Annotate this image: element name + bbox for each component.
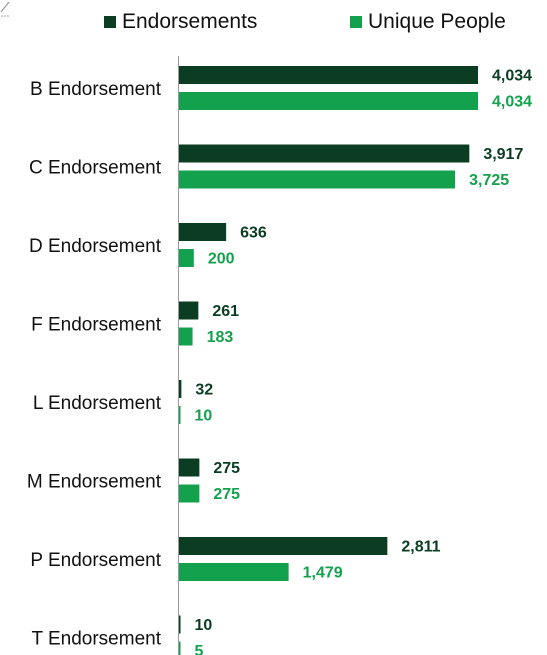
legend-swatch-unique-people <box>350 16 362 28</box>
category-label-b-endorsement: B Endorsement <box>30 79 162 100</box>
value-label-unique-people-p-endorsement: 1,479 <box>303 565 343 582</box>
corner-logo-icon <box>0 1 10 17</box>
bar-unique-people-m-endorsement <box>179 484 200 503</box>
value-label-endorsements-m-endorsement: 275 <box>213 460 240 477</box>
category-labels: B Endorsement C Endorsement D Endorsement F… <box>27 79 162 650</box>
legend-item-endorsements: Endorsements <box>104 9 257 35</box>
category-label-t-endorsement: T Endorsement <box>31 629 161 650</box>
category-label-c-endorsement: C Endorsement <box>29 158 162 179</box>
bar-endorsements-d-endorsement <box>179 223 227 241</box>
bar-unique-people-l-endorsement <box>179 406 181 424</box>
value-label-unique-people-c-endorsement: 3,725 <box>469 172 509 189</box>
value-label-unique-people-m-endorsement: 275 <box>213 486 240 503</box>
bar-endorsements-p-endorsement <box>179 537 388 555</box>
value-label-unique-people-l-endorsement: 10 <box>195 408 213 425</box>
legend-item-unique-people: Unique People <box>350 9 506 35</box>
chart-legend: Endorsements Unique People <box>0 9 547 35</box>
bar-unique-people-d-endorsement <box>179 249 194 267</box>
bar-endorsements-f-endorsement <box>179 301 199 320</box>
value-label-endorsements-t-endorsement: 10 <box>195 617 213 634</box>
value-label-unique-people-d-endorsement: 200 <box>208 251 235 268</box>
bar-unique-people-f-endorsement <box>179 327 193 346</box>
value-label-unique-people-f-endorsement: 183 <box>207 329 234 346</box>
category-label-d-endorsement: D Endorsement <box>29 236 162 257</box>
legend-swatch-endorsements <box>104 16 116 28</box>
bar-unique-people-p-endorsement <box>179 563 289 581</box>
value-label-endorsements-b-endorsement: 4,034 <box>492 68 532 85</box>
bar-endorsements-b-endorsement <box>179 66 478 84</box>
bar-endorsements-t-endorsement <box>179 615 181 634</box>
category-label-f-endorsement: F Endorsement <box>31 315 162 336</box>
category-label-p-endorsement: P Endorsement <box>30 550 161 571</box>
bar-endorsements-m-endorsement <box>179 458 200 477</box>
category-label-m-endorsement: M Endorsement <box>27 472 162 493</box>
bars <box>179 66 478 655</box>
value-labels: 4,034 4,034 3,917 3,725 636 200 261 183 32 10 275 2… <box>195 68 533 655</box>
value-label-endorsements-f-endorsement: 261 <box>212 303 239 320</box>
value-label-endorsements-c-endorsement: 3,917 <box>483 146 523 163</box>
bar-unique-people-t-endorsement <box>179 641 181 655</box>
bar-endorsements-c-endorsement <box>179 144 470 163</box>
bar-unique-people-c-endorsement <box>179 170 456 189</box>
value-label-endorsements-p-endorsement: 2,811 <box>401 539 440 556</box>
bar-unique-people-b-endorsement <box>179 92 478 110</box>
value-label-endorsements-d-endorsement: 636 <box>240 225 267 242</box>
value-label-unique-people-t-endorsement: 5 <box>195 643 204 655</box>
legend-label-endorsements: Endorsements <box>122 10 258 33</box>
category-label-l-endorsement: L Endorsement <box>33 393 162 414</box>
legend-label-unique-people: Unique People <box>368 10 506 33</box>
bar-endorsements-l-endorsement <box>179 380 182 398</box>
value-label-unique-people-b-endorsement: 4,034 <box>492 94 532 111</box>
value-label-endorsements-l-endorsement: 32 <box>195 382 213 399</box>
